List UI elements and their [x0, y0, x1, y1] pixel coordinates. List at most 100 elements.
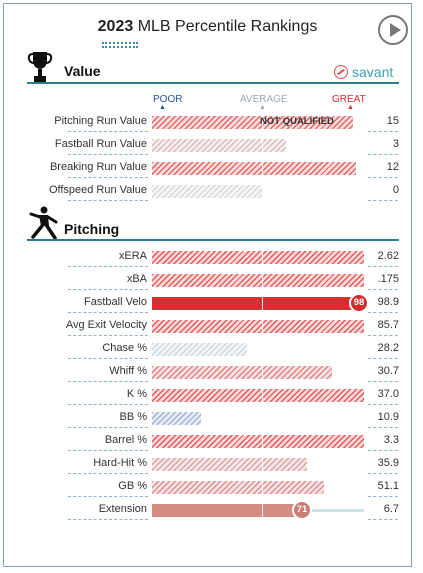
percentile-track: 98: [152, 293, 369, 313]
average-marker: [262, 504, 263, 517]
metric-value: 85.7: [377, 319, 399, 331]
metric-label: Extension: [98, 503, 147, 515]
row-divider: [368, 266, 398, 267]
percentile-bar: [152, 389, 364, 402]
metric-label: Fastball Velo: [84, 296, 147, 308]
play-button[interactable]: [378, 15, 408, 45]
average-marker: [262, 297, 263, 310]
average-marker: [262, 185, 263, 198]
percentile-bar: [152, 458, 307, 471]
row-divider: [368, 154, 398, 155]
title-text: MLB Percentile Rankings: [133, 18, 318, 35]
title-year: 2023: [97, 18, 134, 35]
percentile-track: [152, 435, 364, 448]
section-divider: [27, 239, 399, 241]
metric-label: Fastball Run Value: [54, 138, 147, 150]
trophy-icon: [27, 52, 53, 82]
percentile-bar: [152, 320, 364, 333]
average-marker: [262, 458, 263, 471]
row-divider: [368, 450, 398, 451]
metric-value: 37.0: [377, 388, 399, 400]
metric-label: Hard-Hit %: [93, 457, 147, 469]
row-divider: [68, 154, 148, 155]
metric-value: 3: [392, 138, 399, 150]
row-divider: [368, 335, 398, 336]
metric-value: 6.7: [383, 503, 399, 515]
pitcher-icon: [29, 206, 58, 240]
percentile-track: [152, 481, 364, 494]
section-title-value: Value: [64, 63, 101, 79]
percentile-track: [152, 274, 364, 287]
scale-label-poor: POOR: [153, 94, 183, 105]
percentile-circle: 71: [292, 500, 312, 520]
percentile-track: [152, 251, 364, 264]
average-marker: [262, 274, 263, 287]
average-marker: [262, 366, 263, 379]
value-section-header: Value: [27, 50, 399, 84]
percentile-track: [152, 458, 364, 471]
title-underline: [102, 42, 138, 44]
page-title: 2023 MLB Percentile Rankings: [4, 18, 411, 36]
average-marker: [262, 162, 263, 175]
row-divider: [68, 519, 148, 520]
percentile-circle: 98: [349, 293, 369, 313]
remaining-track: [309, 509, 364, 512]
row-divider: [68, 177, 148, 178]
baseball-icon: [334, 65, 348, 79]
percentile-track: [152, 185, 364, 198]
metric-value: 0: [392, 184, 399, 196]
metric-value: .175: [377, 273, 399, 285]
percentile-bar: [152, 162, 356, 175]
metric-label: Breaking Run Value: [49, 161, 147, 173]
percentile-bar: [152, 481, 324, 494]
row-divider: [68, 131, 148, 132]
average-marker: [262, 481, 263, 494]
row-divider: [368, 427, 398, 428]
average-marker: [262, 116, 263, 129]
row-divider: [368, 177, 398, 178]
metric-label: BB %: [119, 411, 147, 423]
metric-label: Whiff %: [109, 365, 147, 377]
metric-label: GB %: [118, 480, 147, 492]
percentile-track: [152, 343, 364, 356]
average-marker: [262, 251, 263, 264]
metric-value: 3.3: [383, 434, 399, 446]
row-divider: [368, 473, 398, 474]
row-divider: [68, 473, 148, 474]
metric-label: Avg Exit Velocity: [65, 319, 147, 331]
metric-value: 30.7: [377, 365, 399, 377]
percentile-track: [152, 139, 364, 152]
average-marker: [262, 343, 263, 356]
percentile-track: [152, 320, 364, 333]
row-divider: [368, 404, 398, 405]
title-underline: [102, 46, 138, 48]
metric-label: Offspeed Run Value: [48, 184, 147, 196]
metric-value: 2.62: [377, 250, 399, 262]
percentile-bar: [152, 435, 364, 448]
row-divider: [68, 312, 148, 313]
row-divider: [368, 312, 398, 313]
percentile-track: NOT QUALIFIED: [152, 116, 364, 129]
row-divider: [368, 131, 398, 132]
row-divider: [368, 519, 398, 520]
metric-value: 51.1: [377, 480, 399, 492]
average-arrow-icon: ▲: [259, 104, 266, 111]
percentile-bar: [152, 504, 303, 517]
scale-label-average: AVERAGE: [240, 94, 288, 105]
pitching-section-header: Pitching: [27, 206, 399, 242]
percentile-track: 71: [152, 500, 364, 520]
percentile-track: [152, 389, 364, 402]
percentile-bar: [152, 139, 286, 152]
row-divider: [68, 381, 148, 382]
metric-label: Chase %: [102, 342, 147, 354]
metric-label: Pitching Run Value: [54, 115, 147, 127]
metric-label: xBA: [126, 273, 147, 285]
row-divider: [368, 358, 398, 359]
metric-value: 10.9: [377, 411, 399, 423]
savant-logo[interactable]: savant: [334, 64, 393, 80]
row-divider: [368, 200, 398, 201]
row-divider: [368, 289, 398, 290]
row-divider: [68, 335, 148, 336]
average-marker: [262, 389, 263, 402]
metric-value: 98.9: [377, 296, 399, 308]
